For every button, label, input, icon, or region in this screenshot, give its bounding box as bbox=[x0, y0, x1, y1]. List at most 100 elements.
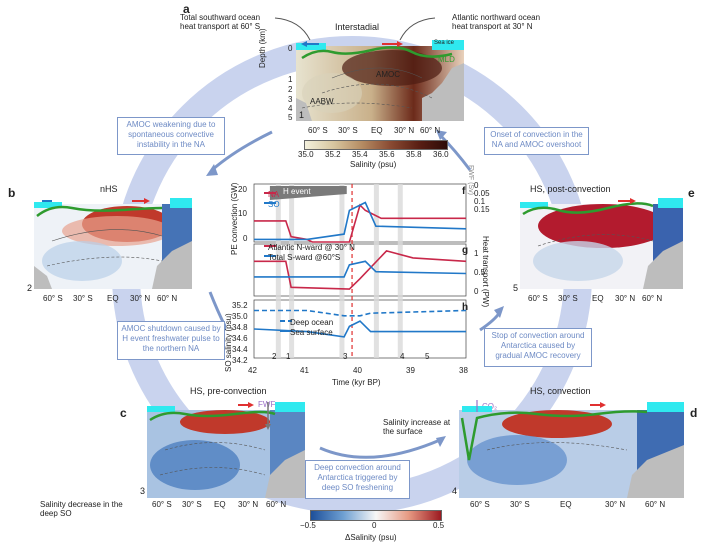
arrow-a-to-b bbox=[211, 130, 273, 172]
series-line-total-s-ward-60-s bbox=[254, 260, 467, 278]
callout-arrows bbox=[274, 17, 436, 41]
box-shutdown: AMOC shutdown caused by H event freshwat… bbox=[117, 321, 225, 360]
ts-ytick: 34.6 bbox=[232, 334, 248, 343]
panel-title: HS, post-convection bbox=[530, 184, 611, 194]
depth-tick: 5 bbox=[288, 113, 293, 122]
lat-tick: EQ bbox=[214, 500, 226, 509]
legend-atl: Atlantic N-ward @ 30° N bbox=[268, 243, 355, 252]
box-onset: Onset of convection in the NA and AMOC o… bbox=[484, 127, 589, 155]
box-deep-convection: Deep convection around Antarctica trigge… bbox=[305, 460, 410, 499]
ts-xlabel: Time (kyr BP) bbox=[332, 378, 381, 387]
panel-number: 2 bbox=[27, 283, 33, 293]
lat-tick: EQ bbox=[371, 126, 383, 135]
panel-number: 4 bbox=[452, 486, 458, 496]
stage-label: 1 bbox=[286, 352, 291, 361]
lat-tick: EQ bbox=[560, 500, 572, 509]
stage-band bbox=[397, 184, 403, 358]
box-amoc-weakening: AMOC weakening due to spontaneous convec… bbox=[117, 117, 225, 155]
lat-tick: 30° N bbox=[130, 294, 151, 303]
stage-label: 3 bbox=[343, 352, 348, 361]
lat-tick: EQ bbox=[107, 294, 119, 303]
fwf-tick: 0.05 bbox=[474, 189, 490, 198]
lat-tick: 60° S bbox=[308, 126, 328, 135]
ts-ytick: 35.0 bbox=[232, 312, 248, 321]
ts-xtick: 39 bbox=[406, 366, 415, 375]
h-event-shape bbox=[269, 186, 347, 200]
panel-title: nHS bbox=[100, 184, 118, 194]
lat-tick: 60° N bbox=[645, 500, 666, 509]
legend-total: Total S-ward @60°S bbox=[268, 253, 341, 262]
ts-ytick: 1 bbox=[474, 249, 479, 258]
series-line-sea-surface bbox=[253, 320, 466, 338]
lat-tick: 30° S bbox=[182, 500, 202, 509]
salinity-colorbar bbox=[304, 140, 448, 150]
panel-d-section bbox=[459, 400, 684, 498]
fwf-tick: 0.1 bbox=[474, 197, 486, 206]
lat-tick: 60° N bbox=[266, 500, 287, 509]
lat-tick: 30° S bbox=[338, 126, 358, 135]
axes-frame-f bbox=[253, 183, 467, 243]
depth-tick: 4 bbox=[288, 104, 293, 113]
lat-tick: 60° S bbox=[43, 294, 63, 303]
lat-tick: EQ bbox=[592, 294, 604, 303]
ts-xtick: 40 bbox=[353, 366, 362, 375]
ts-xtick: 41 bbox=[300, 366, 309, 375]
ts-xtick: 42 bbox=[248, 366, 257, 375]
depth-tick: 1 bbox=[288, 75, 293, 84]
series-line-so bbox=[254, 201, 467, 241]
lat-tick: 30° N bbox=[238, 500, 259, 509]
legend-surface: Sea surface bbox=[290, 328, 333, 337]
salinity-tick: 35.0 bbox=[298, 150, 314, 159]
label-mld: MLD bbox=[438, 55, 455, 64]
ts-ylabel-g: Heat transport (PW) bbox=[481, 236, 490, 308]
lat-tick: 30° N bbox=[605, 500, 626, 509]
panel-number: 3 bbox=[140, 486, 146, 496]
label-fwf: FWF bbox=[258, 400, 276, 409]
panel-letter: d bbox=[690, 406, 698, 420]
label-aabw: AABW bbox=[310, 97, 334, 106]
label-amoc: AMOC bbox=[376, 70, 400, 79]
legend-deep: Deep ocean bbox=[290, 318, 334, 327]
label-sea-ice: Sea ice bbox=[434, 40, 455, 46]
salinity-tick: 35.8 bbox=[406, 150, 422, 159]
ts-panel-letter: h bbox=[462, 302, 469, 313]
lat-tick: 60° N bbox=[642, 294, 663, 303]
stage-label: 5 bbox=[425, 352, 430, 361]
depth-tick: 0 bbox=[288, 44, 293, 53]
panel-title: Interstadial bbox=[335, 22, 380, 32]
timeseries-plot bbox=[253, 183, 467, 359]
dsal-bar-label: ΔSalinity (psu) bbox=[345, 533, 397, 542]
legend-so: SO bbox=[268, 200, 280, 209]
lat-tick: 30° S bbox=[558, 294, 578, 303]
arrow-e-to-a bbox=[438, 133, 472, 171]
depth-label: Depth (km) bbox=[258, 28, 267, 68]
callout-northward: Atlantic northward ocean heat transport … bbox=[452, 13, 541, 32]
ts-ytick: 34.4 bbox=[232, 345, 248, 354]
dsal-tick: −0.5 bbox=[300, 521, 316, 530]
ts-xtick: 38 bbox=[459, 366, 468, 375]
dsal-tick: 0.5 bbox=[433, 521, 445, 530]
panel-e-section bbox=[520, 198, 683, 289]
panel-title: HS, pre-convection bbox=[190, 386, 267, 396]
panel-number: 1 bbox=[299, 110, 305, 120]
ts-ytick: 34.8 bbox=[232, 323, 248, 332]
series-line-atlantic-n-ward-30-n bbox=[254, 250, 467, 290]
panel-a-section bbox=[296, 40, 464, 121]
ts-ytick: 34.2 bbox=[232, 356, 248, 365]
panel-letter: b bbox=[8, 186, 16, 200]
ts-ylabel-h: SO salinity (psu) bbox=[224, 313, 233, 372]
lat-tick: 60° S bbox=[470, 500, 490, 509]
ts-ytick: 20 bbox=[238, 185, 247, 194]
lat-tick: 60° S bbox=[528, 294, 548, 303]
panel-letter: a bbox=[183, 2, 190, 16]
dsal-colorbar bbox=[310, 510, 442, 521]
ts-ytick: 0 bbox=[243, 234, 248, 243]
timeseries-bg bbox=[226, 176, 476, 372]
series-line-deep-ocean bbox=[254, 309, 467, 317]
box-stop: Stop of convection around Antarctica cau… bbox=[484, 328, 592, 367]
lat-tick: 30° S bbox=[73, 294, 93, 303]
stage-label: 4 bbox=[400, 352, 405, 361]
panel-c-section bbox=[147, 402, 305, 498]
stage-band bbox=[339, 184, 345, 358]
fwf-tick: 0 bbox=[474, 181, 479, 190]
